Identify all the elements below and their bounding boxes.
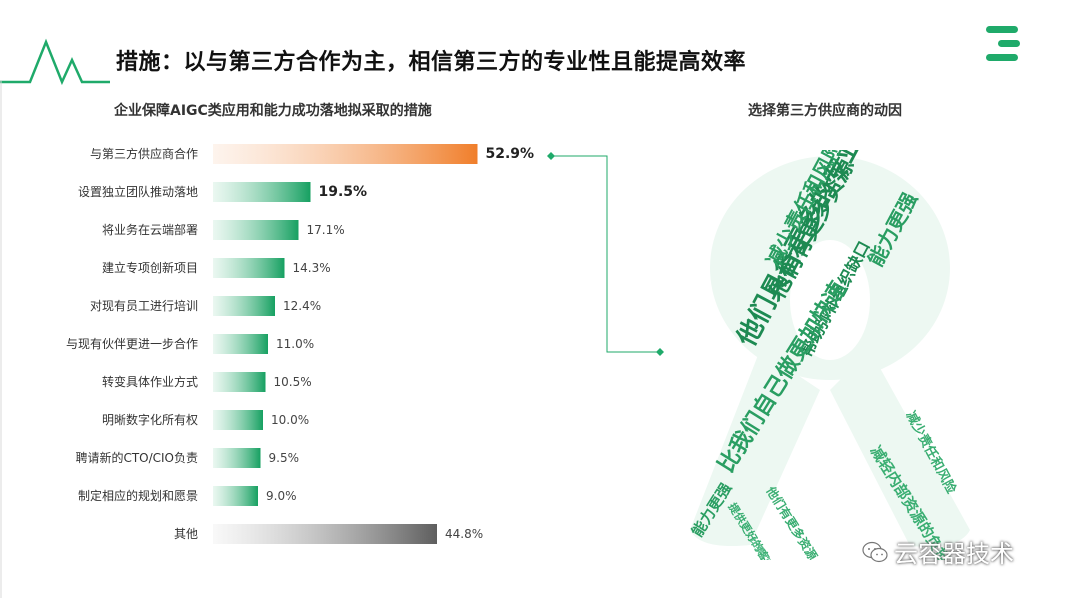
watermark-text: 云容器技术 <box>894 540 1014 568</box>
bar <box>213 182 311 202</box>
bar-category-label: 其他 <box>174 527 198 541</box>
bar-category-label: 明晰数字化所有权 <box>102 412 198 427</box>
bar-category-label: 与第三方供应商合作 <box>90 146 198 161</box>
watermark: 云容器技术 <box>862 534 1014 569</box>
bar-value-label: 11.0% <box>276 337 314 351</box>
bar <box>213 410 263 430</box>
bar <box>213 486 258 506</box>
bar <box>213 524 437 544</box>
bar <box>213 258 285 278</box>
bar <box>213 296 275 316</box>
bar-value-label: 9.5% <box>269 451 300 465</box>
left-chart-subtitle: 企业保障AIGC类应用和能力成功落地拟采取的措施 <box>114 103 432 119</box>
bar <box>213 144 478 164</box>
wechat-icon <box>862 541 888 562</box>
bar-category-label: 聘请新的CTO/CIO负责 <box>75 450 198 465</box>
left-border-line <box>0 80 2 598</box>
bar <box>213 334 268 354</box>
motivation-word-cloud: 他们具备更多的专业知识他们有更多资源减少责任和风险能力更强帮助弥补组织缺口比我们… <box>688 150 970 560</box>
bar-value-label: 12.4% <box>283 299 321 313</box>
word-cloud-term: 他们有更多资源 <box>763 483 821 560</box>
bar-category-label: 与现有伙伴更进一步合作 <box>66 336 198 351</box>
bar-value-label: 44.8% <box>445 527 483 541</box>
bar-value-label: 10.0% <box>271 413 309 427</box>
heartbeat-line-icon <box>0 38 110 86</box>
bar-category-label: 对现有员工进行培训 <box>90 298 198 313</box>
bar <box>213 448 261 468</box>
bar-category-label: 制定相应的规划和愿景 <box>78 488 198 503</box>
bar-value-label: 52.9% <box>486 146 535 162</box>
bar-category-label: 转变具体作业方式 <box>102 374 198 389</box>
bar <box>213 372 266 392</box>
bar-value-label: 9.0% <box>266 489 297 503</box>
bar-value-label: 17.1% <box>307 223 345 237</box>
bar-category-label: 将业务在云端部署 <box>102 222 198 237</box>
bar-value-label: 19.5% <box>319 184 368 200</box>
bar-category-label: 建立专项创新项目 <box>102 260 198 275</box>
measures-bar-chart: 与第三方供应商合作 52.9% 设置独立团队推动落地 19.5% 将业务在云端部署 17.… <box>66 144 535 544</box>
bar <box>213 220 299 240</box>
bar-value-label: 10.5% <box>274 375 312 389</box>
page-title: 措施：以与第三方合作为主，相信第三方的专业性且能提高效率 <box>116 50 747 75</box>
bar-value-label: 14.3% <box>293 261 331 275</box>
bar-category-label: 设置独立团队推动落地 <box>78 184 198 199</box>
right-panel-subtitle: 选择第三方供应商的动因 <box>748 103 902 119</box>
brand-logo-icon <box>986 26 1020 61</box>
